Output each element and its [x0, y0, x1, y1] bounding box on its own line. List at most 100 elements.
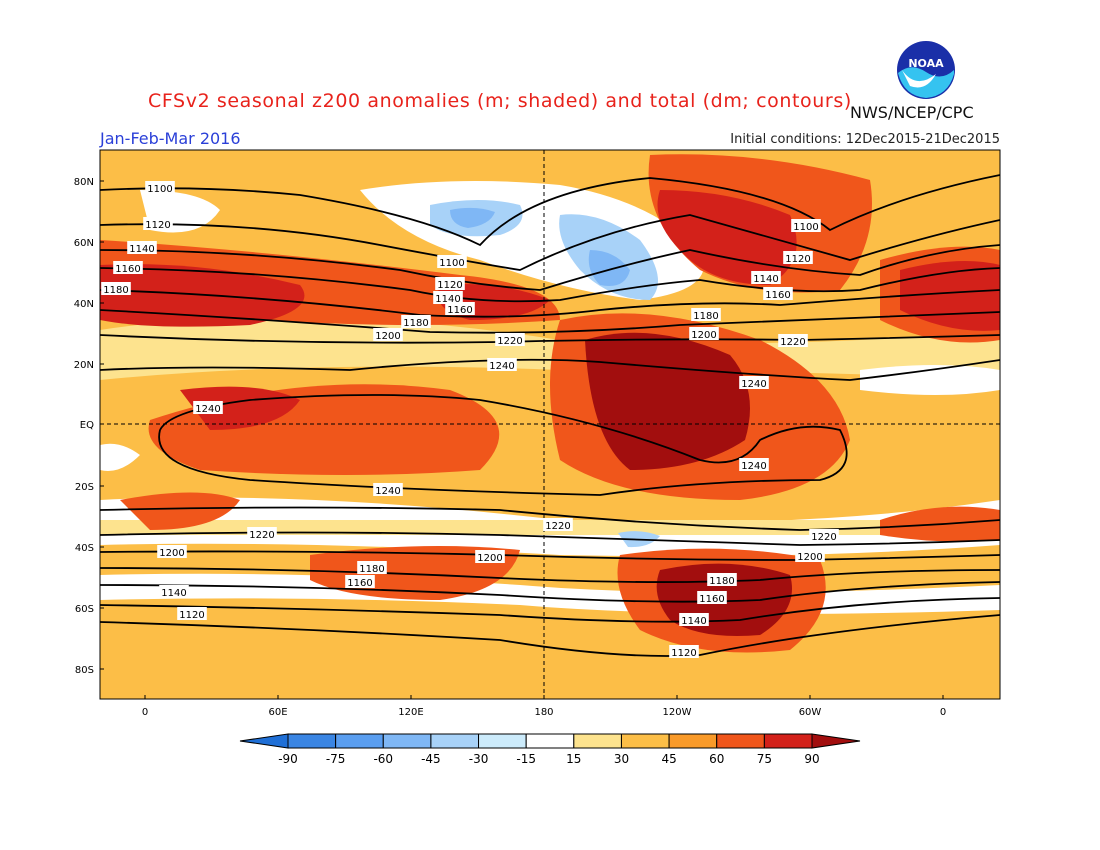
height-contour [100, 567, 1000, 583]
contour-label: 1220 [778, 334, 808, 348]
svg-text:1240: 1240 [741, 461, 766, 472]
svg-text:1200: 1200 [691, 330, 716, 341]
lat-tick-label: 40S [75, 543, 94, 554]
agency-label: NWS/NCEP/CPC [850, 103, 974, 122]
svg-text:1140: 1140 [435, 294, 460, 305]
height-contour [100, 309, 1000, 334]
svg-text:1160: 1160 [115, 264, 140, 275]
colorbar-level-label: 15 [566, 752, 581, 766]
contour-labels: 1100112011401160118011001120114011601180… [101, 181, 839, 659]
colorbar-bin [478, 733, 527, 749]
contour-label: 1180 [357, 561, 387, 575]
svg-text:1140: 1140 [129, 244, 154, 255]
contour-label: 1140 [751, 271, 781, 285]
lat-tick-label: 80N [74, 177, 94, 188]
contour-label: 1120 [669, 645, 699, 659]
anomaly-region [588, 250, 630, 286]
svg-text:1120: 1120 [437, 280, 462, 291]
contour-label: 1240 [739, 458, 769, 472]
lat-tick-label: 40N [74, 299, 94, 310]
svg-text:1160: 1160 [699, 594, 724, 605]
contour-label: 1120 [435, 277, 465, 291]
colorbar-bin [335, 733, 384, 749]
contour-label: 1160 [763, 287, 793, 301]
colorbar-level-label: 60 [709, 752, 724, 766]
period-label: Jan-Feb-Mar 2016 [100, 129, 241, 148]
lon-tick-label: 60W [799, 707, 822, 718]
colorbar-arrow-right [811, 733, 861, 749]
anomaly-region [120, 492, 240, 530]
svg-text:1100: 1100 [439, 258, 464, 269]
chart-title: CFSv2 seasonal z200 anomalies (m; shaded… [148, 90, 852, 112]
height-contour [100, 244, 1000, 291]
contour-label: 1160 [345, 575, 375, 589]
contour-label: 1240 [193, 401, 223, 415]
colorbar-level-label: 45 [661, 752, 676, 766]
lon-tick-label: 120E [398, 707, 423, 718]
contour-label: 1240 [487, 358, 517, 372]
contour-label: 1160 [113, 261, 143, 275]
contour-label: 1140 [433, 291, 463, 305]
contour-label: 1160 [445, 302, 475, 316]
axis-labels: 80N 60N 40N 20N EQ 20S 40S 60S 80S 0 60E 120E 180 120… [74, 177, 946, 718]
anomaly-region [100, 443, 140, 471]
colorbar-level-label: 90 [804, 752, 819, 766]
contour-label: 1180 [401, 315, 431, 329]
height-contour [100, 214, 1000, 271]
svg-text:1180: 1180 [103, 285, 128, 296]
svg-text:1140: 1140 [753, 274, 778, 285]
lat-tick-label: 20S [75, 482, 94, 493]
colorbar-bin [382, 733, 432, 749]
colorbar-bin [287, 733, 337, 749]
lon-tick-label: 0 [142, 707, 148, 718]
colorbar-bin [763, 733, 813, 749]
colorbar-level-label: 75 [757, 752, 772, 766]
svg-text:1120: 1120 [785, 254, 810, 265]
contour-label: 1120 [143, 217, 173, 231]
svg-text:1200: 1200 [797, 552, 822, 563]
colorbar-bin [716, 733, 765, 749]
height-contour [100, 334, 1000, 344]
colorbar-level-label: 30 [614, 752, 629, 766]
contour-label: 1220 [495, 333, 525, 347]
svg-text:1180: 1180 [709, 576, 734, 587]
height-contour [100, 174, 1000, 247]
height-contours [100, 174, 1000, 657]
contour-label: 1140 [679, 613, 709, 627]
height-contour [100, 267, 1000, 303]
svg-text:1180: 1180 [403, 318, 428, 329]
height-contour [100, 289, 1000, 318]
svg-text:1240: 1240 [741, 379, 766, 390]
anomaly-region [585, 332, 750, 470]
lat-tick-label: 80S [75, 665, 94, 676]
contour-label: 1220 [543, 518, 573, 532]
contour-label: 1200 [373, 328, 403, 342]
colorbar-level-label: -30 [469, 752, 489, 766]
svg-text:1200: 1200 [477, 553, 502, 564]
contour-label: 1200 [157, 545, 187, 559]
contour-label: 1140 [127, 241, 157, 255]
svg-text:1240: 1240 [195, 404, 220, 415]
svg-text:1220: 1220 [545, 521, 570, 532]
svg-text:1220: 1220 [811, 532, 836, 543]
lon-tick-label: 0 [940, 707, 946, 718]
colorbar-level-label: -75 [326, 752, 346, 766]
colorbar-level-label: -45 [421, 752, 441, 766]
lat-tick-label: 20N [74, 360, 94, 371]
svg-text:1100: 1100 [793, 222, 818, 233]
svg-text:1160: 1160 [347, 578, 372, 589]
lat-tick-label: 60S [75, 604, 94, 615]
contour-label: 1180 [707, 573, 737, 587]
contour-label: 1240 [739, 376, 769, 390]
contour-label: 1200 [475, 550, 505, 564]
svg-text:1200: 1200 [375, 331, 400, 342]
svg-text:1100: 1100 [147, 184, 172, 195]
contour-label: 1200 [689, 327, 719, 341]
svg-text:1120: 1120 [671, 648, 696, 659]
height-contour [100, 358, 1000, 381]
height-contour [100, 581, 1000, 603]
svg-text:1240: 1240 [489, 361, 514, 372]
colorbar-level-label: -90 [278, 752, 298, 766]
